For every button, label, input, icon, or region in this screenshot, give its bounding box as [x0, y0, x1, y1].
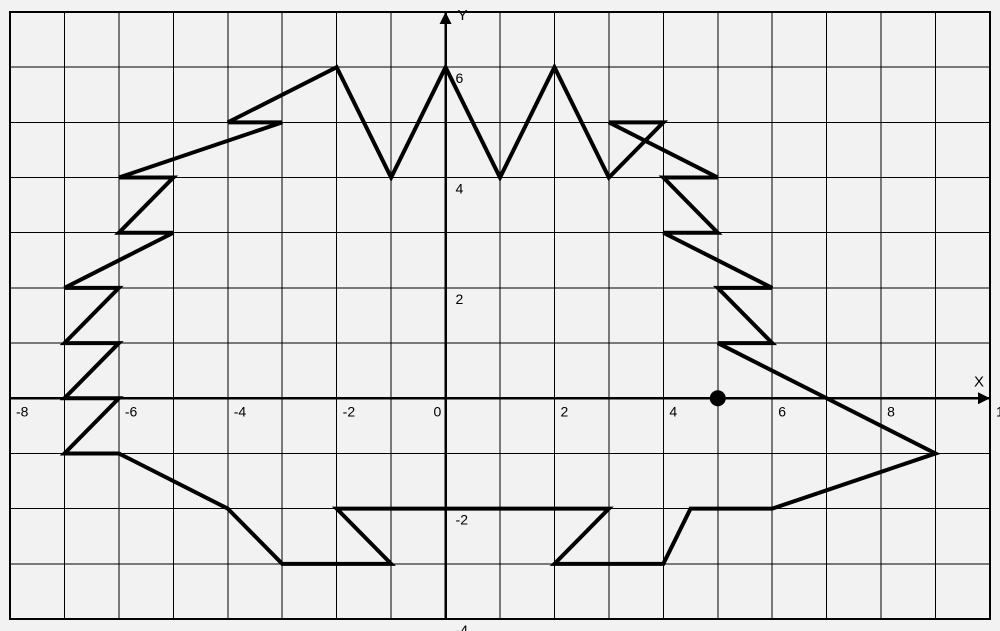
- x-tick-label: 10: [996, 403, 1000, 419]
- x-tick-label: -2: [343, 403, 356, 419]
- eye-dot-icon: [710, 390, 726, 406]
- x-axis-arrow-icon: [978, 392, 990, 404]
- x-tick-label: -4: [234, 403, 247, 419]
- x-tick-label: 8: [887, 403, 895, 419]
- x-tick-label: 2: [560, 403, 568, 419]
- y-tick-label: -2: [456, 512, 469, 528]
- y-tick-label: 2: [456, 291, 464, 307]
- y-tick-label: 6: [456, 70, 464, 86]
- x-tick-label: 6: [778, 403, 786, 419]
- coordinate-chart: X Y -8 -6 -4 -2 0 2 4 6 8 10 -4 -2 2 4 6: [0, 0, 1000, 631]
- x-tick-label: -6: [125, 403, 138, 419]
- y-tick-label: -4: [456, 622, 469, 631]
- x-tick-label: 0: [434, 403, 442, 419]
- x-tick-label: 4: [669, 403, 677, 419]
- y-axis-label: Y: [458, 7, 468, 24]
- y-tick-label: 4: [456, 181, 464, 197]
- x-axis-label: X: [974, 373, 984, 390]
- y-axis-arrow-icon: [440, 12, 452, 24]
- chart-svg: X Y -8 -6 -4 -2 0 2 4 6 8 10 -4 -2 2 4 6: [0, 0, 1000, 631]
- x-tick-label: -8: [16, 403, 29, 419]
